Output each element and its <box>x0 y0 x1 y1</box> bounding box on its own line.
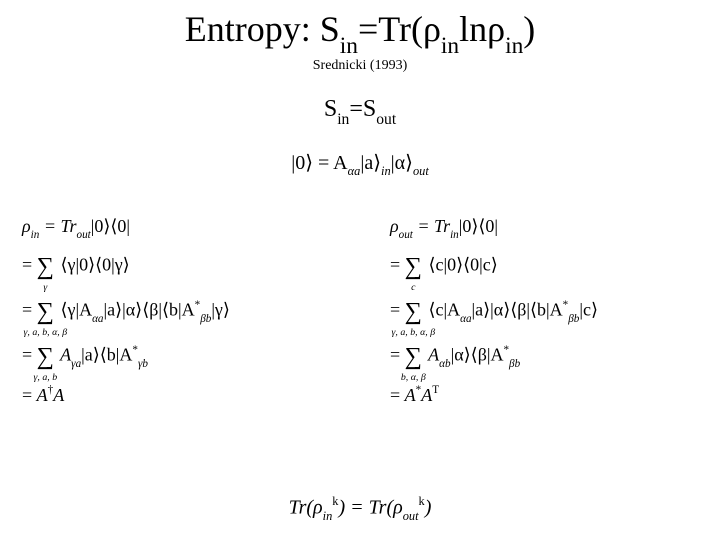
eq-part: = Tr <box>39 216 76 236</box>
eq-line: = ∑c ⟨c|0⟩⟨0|c⟩ <box>390 244 598 289</box>
eq-sup: k <box>419 494 425 508</box>
eq-part: |γ⟩ <box>211 300 230 320</box>
eq-part: S <box>324 96 337 122</box>
sum-symbol: ∑b, α, β <box>405 334 422 379</box>
eq-part: |c⟩ <box>579 300 598 320</box>
eq-sup: * <box>503 344 509 356</box>
eq-part: = <box>390 345 405 365</box>
eq-part: = <box>22 300 37 320</box>
eq-part: A <box>421 385 432 405</box>
title-sub: in <box>441 33 459 59</box>
eq-part: = <box>22 345 37 365</box>
eq-part: A <box>53 385 64 405</box>
sum-symbol: ∑γ, a, b, α, β <box>405 289 422 334</box>
eq-part: ⟨c|0⟩⟨0|c⟩ <box>428 255 497 275</box>
eq-part: ρ <box>390 216 399 236</box>
title-sub: in <box>505 33 523 59</box>
eq-part: |0⟩⟨0| <box>459 216 498 236</box>
sum-symbol: ∑c <box>405 244 422 289</box>
eq-sub: out <box>399 229 413 241</box>
eq-sub: αa <box>92 313 103 325</box>
title-sub: in <box>340 33 358 59</box>
sum-symbol: ∑γ, a, b <box>37 334 54 379</box>
title-part: Entropy: S <box>185 9 340 49</box>
eq-sub: in <box>31 229 40 241</box>
eq-line: ρout = Trin|0⟩⟨0| <box>390 210 598 244</box>
eq-part: Tr(ρ <box>289 497 323 519</box>
sum-symbol: ∑γ <box>37 244 54 289</box>
eq-sub: γb <box>138 358 148 370</box>
title-part: ) <box>523 9 535 49</box>
title-part: lnρ <box>459 9 505 49</box>
eq-part: ⟨c|A <box>428 300 460 320</box>
eq-sub: αb <box>439 358 450 370</box>
eq-line: = ∑b, α, β Aαb|α⟩⟨β|A*βb <box>390 334 598 379</box>
eq-part: A <box>428 345 439 365</box>
eq-part: A <box>405 385 416 405</box>
eq-part: = <box>22 385 37 405</box>
eq-sub: αa <box>348 164 361 178</box>
eq-sub: in <box>323 509 333 523</box>
eq-line: = ∑γ, a, b Aγa|a⟩⟨b|A*γb <box>22 334 230 379</box>
eq-part: |a⟩|α⟩⟨β|⟨b|A <box>104 300 195 320</box>
vacuum-decomposition: |0⟩ = Aαa|a⟩in|α⟩out <box>0 150 720 178</box>
slide: Entropy: Sin=Tr(ρinlnρin) Srednicki (199… <box>0 0 720 540</box>
eq-part: ρ <box>22 216 31 236</box>
eq-sup: * <box>195 299 201 311</box>
eq-sup: * <box>416 384 422 396</box>
eq-sub: in <box>337 111 349 128</box>
eq-line: = ∑γ, a, b, α, β ⟨c|Aαa|a⟩|α⟩⟨β|⟨b|A* βb|… <box>390 289 598 334</box>
eq-part: ) = Tr(ρ <box>338 497 402 519</box>
eq-part: = <box>390 300 405 320</box>
title-part: =Tr(ρ <box>358 9 441 49</box>
eq-sup: * <box>563 299 569 311</box>
eq-sub: out <box>403 509 419 523</box>
eq-sub: βb <box>200 313 211 325</box>
eq-sup: k <box>332 494 338 508</box>
eq-part: |0⟩ = A <box>291 152 347 174</box>
rho-in-derivation: ρin = Trout|0⟩⟨0| = ∑γ ⟨γ|0⟩⟨0|γ⟩ = ∑γ, … <box>22 210 230 412</box>
citation: Srednicki (1993) <box>0 58 720 74</box>
eq-part: |α⟩ <box>391 152 413 174</box>
eq-part: = <box>390 385 405 405</box>
eq-sub: αa <box>460 313 471 325</box>
eq-sub: out <box>376 111 396 128</box>
eq-line: ρin = Trout|0⟩⟨0| <box>22 210 230 244</box>
rho-out-derivation: ρout = Trin|0⟩⟨0| = ∑c ⟨c|0⟩⟨0|c⟩ = ∑γ, … <box>390 210 598 412</box>
eq-part: A <box>37 385 48 405</box>
eq-part: |a⟩ <box>360 152 381 174</box>
trace-equality: Tr(ρink) = Tr(ρoutk) <box>0 495 720 523</box>
eq-part: = <box>390 255 405 275</box>
eq-part: ) <box>425 497 432 519</box>
sum-symbol: ∑γ, a, b, α, β <box>37 289 54 334</box>
eq-sub: γa <box>71 358 81 370</box>
eq-part: =S <box>349 96 376 122</box>
eq-line: = ∑γ ⟨γ|0⟩⟨0|γ⟩ <box>22 244 230 289</box>
title: Entropy: Sin=Tr(ρinlnρin) <box>0 8 720 56</box>
eq-sub: in <box>450 229 459 241</box>
eq-sub: βb <box>509 358 520 370</box>
eq-part: A <box>60 345 71 365</box>
eq-part: ⟨γ|A <box>60 300 92 320</box>
eq-part: |a⟩⟨b|A <box>81 345 132 365</box>
eq-sup: T <box>432 384 439 396</box>
eq-part: |a⟩|α⟩⟨β|⟨b|A <box>472 300 563 320</box>
eq-sub: βb <box>568 313 579 325</box>
eq-sub: out <box>77 229 91 241</box>
eq-sup: * <box>132 344 138 356</box>
eq-line: = ∑γ, a, b, α, β ⟨γ|Aαa|a⟩|α⟩⟨β|⟨b|A* βb|… <box>22 289 230 334</box>
s-in-equals-s-out: Sin=Sout <box>0 96 720 127</box>
eq-sup: † <box>48 384 54 396</box>
eq-part: = Tr <box>413 216 450 236</box>
eq-sub: out <box>413 164 429 178</box>
eq-part: = <box>22 255 37 275</box>
eq-part: |α⟩⟨β|A <box>451 345 504 365</box>
eq-sub: in <box>381 164 391 178</box>
eq-part: |0⟩⟨0| <box>91 216 130 236</box>
eq-part: ⟨γ|0⟩⟨0|γ⟩ <box>60 255 129 275</box>
